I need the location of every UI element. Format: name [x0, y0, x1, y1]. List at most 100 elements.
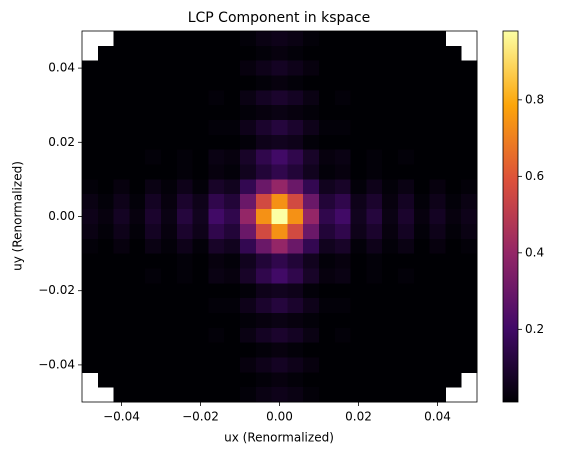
cell [461, 238, 478, 255]
cell [192, 60, 209, 77]
cell [382, 268, 399, 284]
cell [366, 268, 383, 284]
cell [413, 298, 431, 314]
cell [176, 327, 194, 344]
cell [145, 179, 162, 195]
cell [429, 75, 446, 91]
y-axis-label: uy (Renormalized) [11, 161, 25, 271]
cell [287, 90, 304, 106]
cell [82, 105, 99, 121]
cell [382, 238, 399, 255]
cell [145, 75, 162, 91]
cell [429, 268, 446, 284]
cell [82, 283, 99, 299]
cell [303, 387, 320, 403]
cell [445, 149, 462, 166]
cell [319, 223, 336, 240]
cell [461, 312, 478, 329]
cell [429, 31, 446, 47]
cell [176, 149, 194, 166]
cell [129, 31, 146, 47]
cell [129, 298, 146, 314]
cell [82, 268, 99, 284]
cell [413, 194, 431, 210]
cell [319, 90, 336, 106]
cell [240, 120, 257, 136]
cell [224, 120, 241, 136]
cell [129, 327, 146, 344]
cell [413, 179, 431, 195]
cell [303, 283, 320, 299]
cell [398, 45, 415, 62]
cell [240, 179, 257, 195]
cell [208, 209, 225, 225]
cell [319, 149, 336, 166]
cell [208, 298, 225, 314]
cell [192, 298, 209, 314]
cell [192, 45, 209, 62]
cell [319, 372, 336, 388]
cell [113, 149, 130, 166]
cell [240, 31, 257, 47]
cell [413, 149, 431, 166]
cell [303, 105, 320, 121]
cell [319, 45, 336, 62]
cell [445, 372, 462, 388]
cell [287, 268, 304, 284]
cell [224, 372, 241, 388]
colorbar-tick-label: 0.4 [525, 245, 544, 259]
cell [271, 149, 288, 166]
cell [303, 134, 320, 151]
cell [382, 134, 399, 151]
cell [113, 134, 130, 151]
cell [145, 298, 162, 314]
cell [382, 75, 399, 91]
cell [350, 45, 367, 62]
cell [461, 149, 478, 166]
cell [224, 209, 241, 225]
cell [461, 283, 478, 299]
cell [224, 90, 241, 106]
cell [350, 283, 367, 299]
cell [255, 283, 273, 299]
cell [334, 45, 352, 62]
cell [113, 45, 130, 62]
cell [287, 298, 304, 314]
cell [161, 194, 178, 210]
colorbar-tick-label: 0.6 [525, 169, 544, 183]
cell [224, 134, 241, 151]
cell [445, 90, 462, 106]
cell [287, 179, 304, 195]
cell [208, 134, 225, 151]
cell [271, 357, 288, 373]
cell [350, 90, 367, 106]
cell [429, 179, 446, 195]
cell [161, 223, 178, 240]
cell [366, 31, 383, 47]
cell [240, 105, 257, 121]
cell [413, 75, 431, 91]
cell [192, 268, 209, 284]
cell [398, 342, 415, 358]
cell [334, 268, 352, 284]
cell [208, 387, 225, 403]
cell [398, 283, 415, 299]
cell [208, 372, 225, 388]
cell [334, 298, 352, 314]
cell [334, 194, 352, 210]
cell [366, 105, 383, 121]
cell [208, 268, 225, 284]
cell [287, 149, 304, 166]
cell [319, 357, 336, 373]
cell [240, 312, 257, 329]
cell [350, 372, 367, 388]
cell [271, 268, 288, 284]
cell [350, 179, 367, 195]
cell [382, 283, 399, 299]
cell [176, 105, 194, 121]
cell [208, 238, 225, 255]
cell [208, 283, 225, 299]
cell [240, 75, 257, 91]
cell [271, 387, 288, 403]
cell [398, 327, 415, 344]
